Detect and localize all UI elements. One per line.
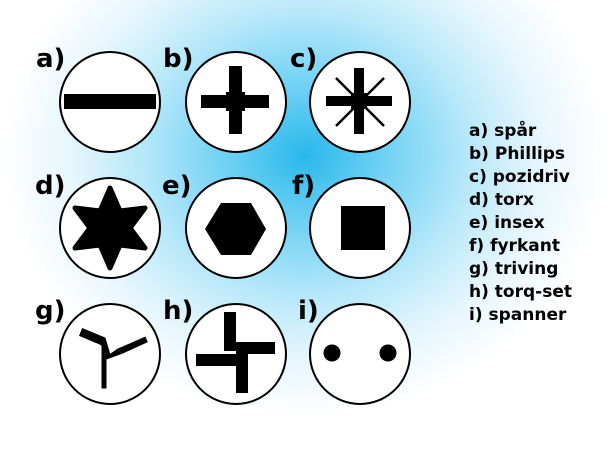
label-d: d): [35, 171, 66, 201]
legend-item-e: e) insex: [469, 213, 545, 233]
label-a: a): [36, 44, 66, 74]
hex-icon: [184, 176, 288, 280]
spanner-icon: [308, 302, 412, 406]
slot-icon: [58, 50, 162, 154]
label-f: f): [292, 171, 316, 201]
label-g: g): [35, 296, 66, 326]
label-b: b): [163, 44, 194, 74]
legend-item-f: f) fyrkant: [469, 236, 560, 256]
label-e: e): [162, 171, 192, 201]
phillips-icon: [184, 50, 288, 154]
square-drive-icon: [308, 176, 412, 280]
torq-set-icon: [184, 302, 288, 406]
legend-item-a: a) spår: [469, 121, 537, 141]
label-i: i): [298, 296, 319, 326]
legend-item-b: b) Phillips: [469, 144, 566, 164]
legend-item-c: c) pozidriv: [469, 167, 570, 187]
legend-item-g: g) triving: [469, 259, 559, 279]
legend-item-d: d) torx: [469, 190, 535, 210]
tri-wing-icon: [58, 302, 162, 406]
label-h: h): [163, 296, 194, 326]
label-c: c): [290, 44, 318, 74]
torx-icon: [58, 176, 162, 280]
pozidriv-icon: [308, 50, 412, 154]
legend: a) spår b) Phillips c) pozidriv d) torx …: [469, 120, 572, 327]
legend-item-h: h) torq-set: [469, 282, 572, 302]
legend-item-i: i) spanner: [469, 305, 567, 325]
